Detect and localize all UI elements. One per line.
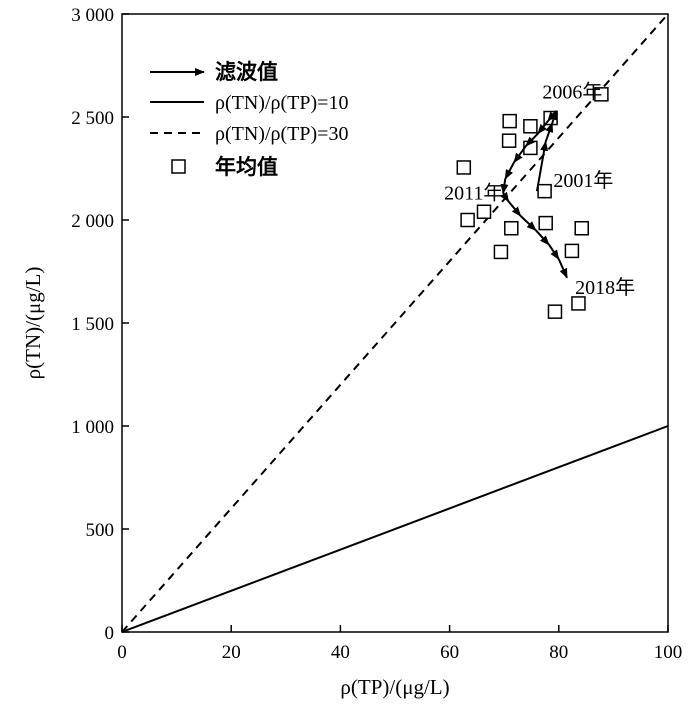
annual-point (571, 296, 586, 311)
legend-ratio30-label: ρ(TN)/ρ(TP)=30 (215, 123, 348, 145)
annual-point (460, 212, 475, 228)
annual-point (523, 119, 538, 134)
y-tick-label: 3 000 (71, 5, 114, 26)
annotations: 2006年 2001年 2011年 2018年 (444, 80, 635, 299)
filtered-arrow (500, 191, 510, 203)
annual-point (456, 160, 472, 175)
year-annotation: 2018年 (575, 276, 635, 299)
annual-point (538, 215, 553, 231)
filtered-arrow (525, 132, 539, 147)
filtered-arrow (535, 229, 550, 246)
filtered-arrow (504, 161, 515, 180)
x-tick-label: 0 (117, 642, 127, 663)
filtered-arrow (507, 200, 522, 217)
annual-point (574, 220, 589, 236)
x-axis-ticks: 0 20 40 60 80 100 (117, 625, 682, 663)
filtered-arrow (513, 145, 527, 164)
annual-point (476, 204, 492, 220)
legend-ratio10-label: ρ(TN)/ρ(TP)=10 (215, 92, 348, 114)
filtered-arrow (557, 258, 568, 279)
y-tick-label: 2 500 (71, 108, 114, 129)
y-tick-label: 1 000 (71, 417, 114, 438)
filtered-arrow (500, 178, 509, 195)
annual-point (594, 87, 609, 102)
annual-point (504, 220, 519, 236)
x-tick-label: 100 (654, 642, 683, 663)
annual-point (502, 113, 517, 129)
x-tick-label: 20 (222, 642, 241, 663)
filtered-arrow (537, 120, 549, 135)
y-tick-label: 1 500 (71, 314, 114, 335)
annual-point (537, 183, 552, 199)
x-axis-label: ρ(TP)/(μg/L) (340, 675, 449, 699)
annual-point (493, 244, 509, 260)
year-annotation: 2006年 (542, 80, 602, 103)
filtered-arrow (547, 110, 557, 122)
ratio-line-30 (121, 13, 669, 633)
x-tick-label: 60 (440, 642, 459, 663)
filtered-arrow (535, 140, 549, 192)
filtered-arrow (548, 244, 560, 260)
x-tick-label: 80 (549, 642, 568, 663)
year-annotation: 2001年 (553, 169, 613, 192)
y-axis-label: ρ(TN)/(μg/L) (21, 267, 45, 380)
year-annotation: 2011年 (444, 181, 503, 204)
filtered-arrow (544, 122, 554, 143)
annual-point (523, 140, 538, 156)
filtered-arrow (519, 215, 537, 232)
legend-annual-label: 年均值 (215, 155, 278, 179)
y-tick-label: 500 (86, 520, 115, 541)
legend: 滤波值 ρ(TN)/ρ(TP)=10 ρ(TN)/ρ(TP)=30 年均值 (150, 60, 348, 179)
y-tick-label: 0 (105, 623, 115, 644)
annual-point (547, 304, 563, 319)
y-tick-label: 2 000 (71, 211, 114, 232)
x-tick-label: 40 (331, 642, 350, 663)
ratio-line-10 (121, 425, 669, 633)
legend-annual-swatch (171, 159, 186, 174)
legend-filtered-label: 滤波值 (215, 60, 278, 84)
y-axis-ticks: 0 500 1 000 1 500 2 000 2 500 3 000 (71, 5, 129, 644)
ratio-lines (121, 13, 669, 633)
filtered-path (500, 109, 568, 279)
annual-point (564, 243, 580, 259)
annual-point (501, 133, 517, 148)
